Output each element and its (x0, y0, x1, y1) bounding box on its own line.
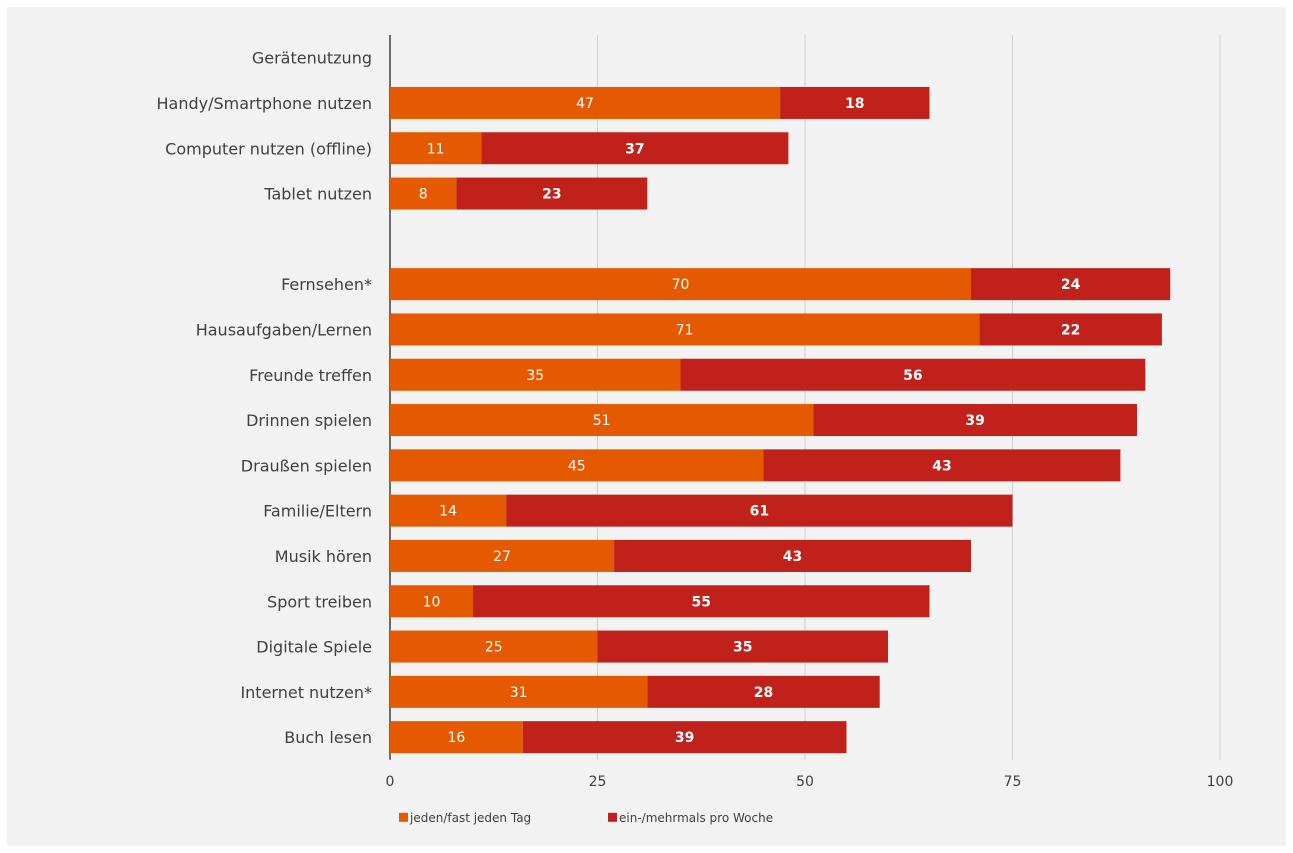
category-label: Internet nutzen* (240, 683, 372, 702)
bar-segment-daily (390, 449, 764, 482)
data-label: 10 (423, 594, 441, 610)
bar-segment-daily (390, 721, 523, 754)
bar-segment-weekly (597, 630, 888, 663)
bar-segment-daily (390, 494, 507, 527)
bar-segment-weekly (780, 86, 930, 119)
bar-segment-daily (390, 539, 615, 572)
legend-swatch (399, 812, 408, 822)
x-tick-label: 0 (386, 774, 395, 790)
bar-segment-weekly (522, 721, 847, 754)
bar-segment-daily (390, 268, 971, 301)
category-label: Musik hören (275, 547, 372, 566)
legend-swatch (608, 812, 617, 822)
bar-segment-weekly (506, 494, 1013, 527)
bar-segment-weekly (481, 132, 789, 165)
data-label: 8 (419, 187, 428, 203)
bar-segment-weekly (647, 675, 880, 708)
bar-segment-weekly (813, 404, 1137, 437)
data-label: 23 (542, 187, 561, 203)
data-label: 31 (510, 685, 528, 701)
data-label: 18 (845, 96, 864, 112)
bars: 47 18 11 37 8 23 70 24 71 22 35 56 51 39 45 43 14 61 27 43 1… (390, 86, 1171, 754)
bar-segment-daily (390, 313, 980, 346)
x-tick-label: 25 (589, 774, 607, 790)
bar-segment-weekly (763, 449, 1121, 482)
data-label: 51 (593, 413, 611, 429)
data-label: 37 (625, 141, 644, 157)
category-label: Familie/Eltern (263, 502, 372, 521)
data-label: 43 (783, 549, 802, 565)
data-label: 14 (439, 504, 457, 520)
category-label: Buch lesen (284, 728, 372, 747)
data-label: 35 (526, 368, 544, 384)
bar-segment-daily (390, 675, 648, 708)
category-label: Gerätenutzung (252, 49, 372, 68)
legend-label: jeden/fast jeden Tag (409, 811, 531, 825)
bar-segment-daily (390, 86, 781, 119)
category-label: Sport treiben (267, 592, 372, 611)
data-label: 24 (1061, 277, 1081, 293)
data-label: 28 (754, 685, 773, 701)
category-label: Handy/Smartphone nutzen (157, 94, 372, 113)
category-label: Drinnen spielen (246, 411, 372, 430)
data-label: 11 (427, 141, 445, 157)
x-tick-label: 50 (796, 774, 814, 790)
legend-label: ein-/mehrmals pro Woche (619, 811, 773, 825)
data-label: 56 (903, 368, 922, 384)
data-label: 55 (692, 594, 711, 610)
bar-segment-daily (390, 404, 814, 437)
data-label: 16 (447, 730, 465, 746)
bar-segment-daily (390, 585, 473, 618)
bar-segment-weekly (456, 177, 648, 210)
data-label: 43 (932, 458, 951, 474)
data-label: 70 (672, 277, 690, 293)
data-label: 27 (493, 549, 511, 565)
data-label: 45 (568, 458, 586, 474)
category-label: Fernsehen* (281, 275, 372, 294)
chart-panel: 47 18 11 37 8 23 70 24 71 22 35 56 51 39 45 43 14 61 27 43 1… (7, 7, 1286, 846)
bar-segment-daily (390, 177, 457, 210)
category-labels: Gerätenutzung Handy/Smartphone nutzen Comp… (157, 49, 372, 748)
x-tick-label: 100 (1207, 774, 1234, 790)
legend: jeden/fast jeden Tag ein-/mehrmals pro Wo… (399, 811, 773, 825)
bar-segment-daily (390, 358, 681, 391)
x-tick-label: 75 (1004, 774, 1022, 790)
bar-segment-daily (390, 132, 482, 165)
category-label: Computer nutzen (offline) (165, 139, 372, 158)
data-label: 39 (675, 730, 694, 746)
category-label: Freunde treffen (249, 366, 372, 385)
x-axis-ticks: 0 25 50 75 100 (386, 774, 1234, 790)
category-label: Draußen spielen (241, 456, 372, 475)
category-label: Tablet nutzen (263, 185, 372, 204)
data-label: 22 (1061, 322, 1080, 338)
stacked-bar-chart: 47 18 11 37 8 23 70 24 71 22 35 56 51 39 45 43 14 61 27 43 1… (157, 35, 1234, 825)
bar-segment-weekly (680, 358, 1146, 391)
bar-segment-weekly (473, 585, 930, 618)
category-label: Hausaufgaben/Lernen (196, 320, 372, 339)
data-label: 35 (733, 640, 752, 656)
data-label: 25 (485, 640, 503, 656)
bar-segment-weekly (979, 313, 1162, 346)
bar-segment-daily (390, 630, 598, 663)
data-label: 47 (576, 96, 594, 112)
bar-segment-weekly (971, 268, 1171, 301)
bar-segment-weekly (614, 539, 971, 572)
data-label: 61 (750, 504, 769, 520)
category-label: Digitale Spiele (256, 638, 372, 657)
data-label: 71 (676, 322, 694, 338)
data-label: 39 (965, 413, 984, 429)
